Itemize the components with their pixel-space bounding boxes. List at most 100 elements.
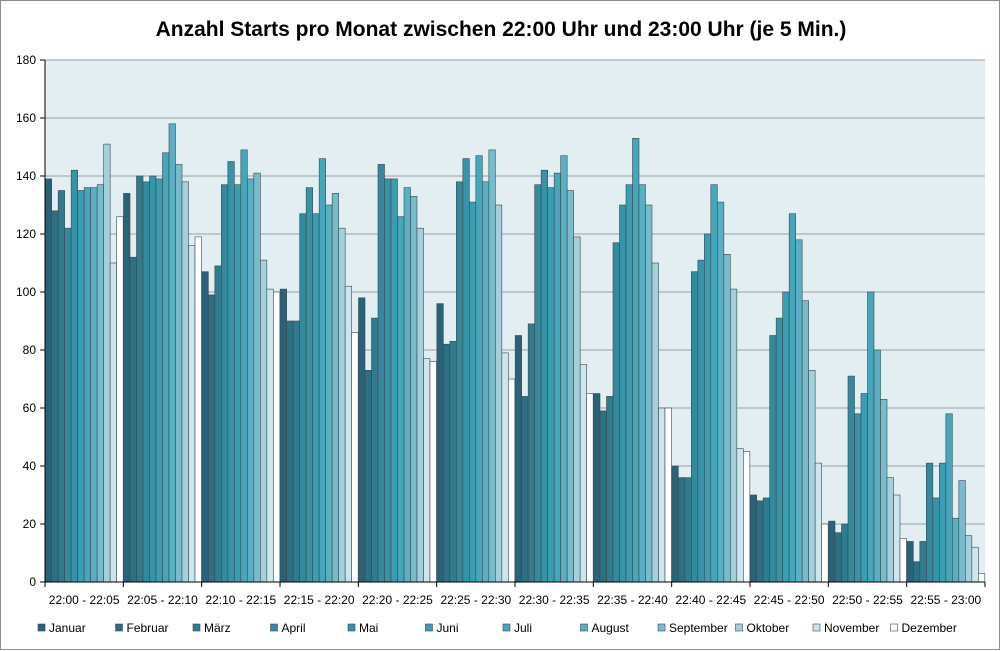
bar-juni: [782, 291, 790, 583]
bar-november: [658, 407, 666, 583]
y-tick-label: 100: [16, 285, 36, 299]
legend-swatch: [347, 623, 356, 632]
bar-märz: [449, 340, 457, 583]
bar-november: [893, 494, 901, 583]
bar-februar: [678, 477, 686, 583]
bar-november: [736, 448, 744, 583]
bar-februar: [521, 396, 529, 583]
bar-juli: [83, 187, 91, 583]
bar-oktober: [808, 369, 816, 583]
bar-november: [109, 262, 117, 583]
bar-september: [253, 172, 261, 583]
legend-swatch: [735, 623, 743, 632]
bar-april: [456, 181, 464, 583]
bar-märz: [136, 175, 144, 583]
bar-oktober: [260, 259, 268, 583]
bar-mai: [462, 158, 470, 583]
bar-januar: [514, 335, 522, 583]
bar-november: [501, 352, 509, 583]
bar-januar: [44, 178, 52, 583]
bar-juni: [77, 190, 85, 583]
bar-mai: [697, 259, 705, 583]
bar-april: [299, 213, 307, 583]
bar-dezember: [194, 236, 202, 583]
legend: Januar Februar März April Mai Juni Juli August S…: [37, 621, 957, 635]
bar-oktober: [495, 204, 503, 583]
x-tick-label: 22:15 - 22:20: [284, 593, 355, 607]
x-tick-label: 22:50 - 22:55: [832, 593, 903, 607]
bar-august: [638, 184, 646, 583]
bar-august: [717, 201, 725, 583]
bar-juni: [312, 213, 320, 583]
legend-label: April: [282, 621, 306, 635]
bar-februar: [756, 500, 764, 583]
bar-juli: [240, 149, 248, 583]
bar-juni: [234, 184, 242, 583]
bar-oktober: [651, 262, 659, 583]
bar-oktober: [338, 227, 346, 583]
bar-juni: [704, 233, 712, 583]
bar-juli: [710, 184, 718, 583]
bar-juni: [625, 184, 633, 583]
y-tick-label: 40: [23, 459, 37, 473]
legend-label: Oktober: [747, 621, 790, 635]
bar-februar: [208, 294, 216, 583]
y-tick-label: 20: [23, 517, 37, 531]
bar-september: [175, 164, 183, 583]
bar-april: [377, 164, 385, 583]
bar-juni: [390, 178, 398, 583]
bar-juli: [318, 158, 326, 583]
bar-juni: [547, 187, 555, 583]
x-tick-label: 22:25 - 22:30: [440, 593, 511, 607]
legend-swatch: [502, 623, 511, 632]
bar-dezember: [508, 378, 516, 583]
y-tick-label: 120: [16, 227, 36, 241]
bar-september: [331, 193, 339, 583]
bar-november: [188, 245, 196, 583]
chart-title: Anzahl Starts pro Monat zwischen 22:00 U…: [156, 18, 847, 41]
bar-mai: [540, 169, 548, 583]
bar-mai: [932, 497, 940, 583]
bar-august: [560, 155, 568, 583]
bar-märz: [371, 317, 379, 583]
legend-label: August: [592, 621, 630, 635]
y-tick-label: 0: [29, 575, 36, 589]
bar-september: [488, 149, 496, 583]
bar-februar: [443, 343, 451, 583]
bar-februar: [129, 256, 137, 583]
bar-märz: [606, 396, 614, 583]
bar-mai: [149, 175, 157, 583]
legend-swatch: [657, 623, 666, 632]
bar-mai: [619, 204, 627, 583]
legend-label: November: [824, 621, 879, 635]
legend-label: Dezember: [902, 621, 957, 635]
bar-februar: [913, 561, 921, 583]
legend-swatch: [192, 623, 201, 632]
bar-april: [534, 184, 542, 583]
x-tick-label: 22:00 - 22:05: [49, 593, 120, 607]
bar-märz: [684, 477, 692, 583]
bar-september: [645, 204, 653, 583]
bar-dezember: [664, 407, 672, 583]
bar-mai: [384, 178, 392, 583]
bar-märz: [57, 190, 65, 583]
bar-oktober: [416, 227, 424, 583]
bar-august: [482, 181, 490, 583]
bar-juli: [632, 138, 640, 583]
bar-dezember: [821, 523, 829, 583]
legend-swatch: [580, 623, 588, 632]
bar-september: [801, 300, 809, 583]
y-tick-label: 160: [16, 111, 36, 125]
bar-januar: [593, 393, 601, 583]
legend-swatch: [37, 623, 46, 632]
bar-februar: [599, 410, 607, 583]
bar-oktober: [103, 143, 111, 583]
bar-juli: [945, 413, 953, 583]
bar-dezember: [899, 538, 907, 583]
x-tick-label: 22:45 - 22:50: [754, 593, 825, 607]
bar-oktober: [965, 535, 973, 583]
bar-juli: [867, 291, 875, 583]
bar-oktober: [573, 236, 581, 583]
bar-mai: [70, 169, 78, 583]
